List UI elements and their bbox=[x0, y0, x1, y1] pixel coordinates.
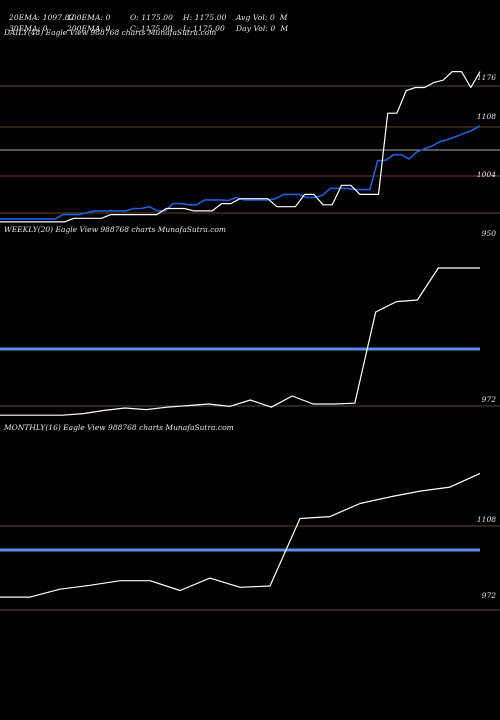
ema100-label: 100EMA: 0 bbox=[66, 13, 111, 22]
weekly-title: WEEKLY(20) Eagle View 988768 charts Muna… bbox=[4, 225, 226, 234]
monthly-title: MONTHLY(16) Eagle View 988768 charts Mun… bbox=[3, 423, 234, 432]
daily-y-tick-1: 1108 bbox=[477, 112, 496, 121]
daily-panel: DAILY(48) Eagle View 988768 charts Munaf… bbox=[0, 28, 500, 238]
close-label: C: 1175.00 bbox=[129, 24, 173, 33]
day-vol-label: Day Vol: 0 M bbox=[235, 24, 289, 33]
daily-title: DAILY(48) Eagle View 988768 charts Munaf… bbox=[3, 28, 216, 37]
ema20-label: 20EMA: 1097.82 bbox=[8, 13, 75, 22]
monthly-panel: MONTHLY(16) Eagle View 988768 charts Mun… bbox=[0, 423, 500, 611]
monthly-series-0-line bbox=[0, 472, 481, 598]
weekly-y-tick-0: 972 bbox=[482, 395, 497, 404]
header-row-1: 20EMA: 1097.82100EMA: 0 O: 1175.00 H: 1175… bbox=[4, 4, 288, 22]
avg-vol-label: Avg Vol: 0 M bbox=[235, 13, 288, 22]
daily-y-tick-3: 950 bbox=[482, 229, 497, 238]
ema30-label: 30EMA: 0 bbox=[8, 24, 48, 33]
daily-y-tick-2: 1004 bbox=[477, 170, 496, 179]
daily-series-1-line bbox=[0, 70, 481, 223]
header-row-2: 30EMA: 0 200EMA: 0 C: 1175.00 L: 1175.00 Day… bbox=[4, 15, 288, 33]
monthly-y-tick-0: 1108 bbox=[477, 515, 496, 524]
daily-series-0-line bbox=[0, 125, 481, 220]
weekly-panel: WEEKLY(20) Eagle View 988768 charts Muna… bbox=[0, 225, 500, 416]
ema200-label: 200EMA: 0 bbox=[66, 24, 111, 33]
monthly-y-tick-1: 972 bbox=[482, 591, 497, 600]
weekly-series-0-line bbox=[0, 267, 480, 416]
open-label: O: 1175.00 bbox=[129, 13, 174, 22]
daily-y-tick-0: 1176 bbox=[477, 73, 496, 82]
low-label: L: 1175.00 bbox=[182, 24, 225, 33]
high-label: H: 1175.00 bbox=[182, 13, 227, 22]
